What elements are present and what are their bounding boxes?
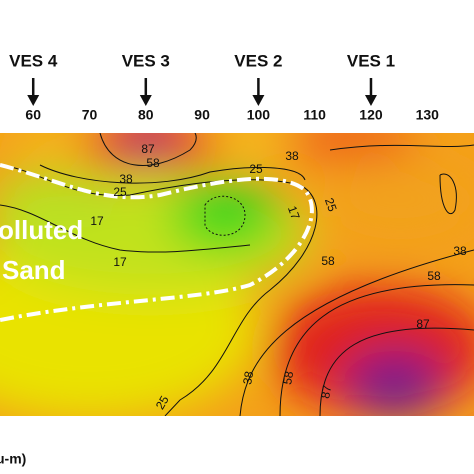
x-tick-label: 90 (194, 107, 210, 123)
contour-label: 87 (141, 142, 155, 156)
contour-label: 38 (119, 172, 133, 186)
x-tick-label: 100 (247, 107, 271, 123)
x-tick-label: 80 (138, 107, 154, 123)
contour-label: 58 (427, 269, 441, 283)
contour-label: 25 (249, 162, 263, 176)
contour-label: 25 (153, 393, 172, 412)
arrow-head (27, 95, 40, 106)
annotation: olluted (0, 215, 83, 245)
contour-label: 17 (90, 214, 104, 228)
contour-labels: 87 58 38 38 25 25 25 17 17 17 38 58 58 8… (90, 142, 467, 412)
colorbar-label: u-m) (0, 451, 26, 467)
contour-label: 87 (318, 384, 334, 400)
contour-label: 25 (113, 185, 127, 199)
sounding-label: VES 1 (347, 51, 395, 70)
contour-label: 58 (321, 254, 335, 268)
arrow-head (139, 95, 152, 106)
x-tick-label: 110 (303, 107, 326, 123)
contour-label: 38 (453, 244, 467, 258)
arrow-head (252, 95, 265, 106)
resistivity-map (0, 133, 474, 416)
contour-label: 17 (285, 204, 303, 222)
contour-label: 17 (113, 255, 127, 269)
x-tick-label: 120 (359, 107, 383, 123)
sounding-label: VES 2 (234, 51, 282, 70)
contour-label: 25 (322, 196, 340, 214)
contour-label: 87 (416, 317, 430, 331)
contour-label: 38 (240, 370, 256, 386)
contour-label: 38 (285, 149, 299, 163)
x-tick-label: 130 (416, 107, 440, 123)
sounding-label: VES 3 (122, 51, 170, 70)
contour-label: 58 (280, 370, 296, 386)
arrow-head (364, 95, 377, 106)
annotation: Sand (2, 255, 66, 285)
x-tick-label: 70 (82, 107, 98, 123)
contour-label: 58 (146, 156, 160, 170)
x-tick-label: 60 (25, 107, 41, 123)
sounding-label: VES 4 (9, 51, 58, 70)
